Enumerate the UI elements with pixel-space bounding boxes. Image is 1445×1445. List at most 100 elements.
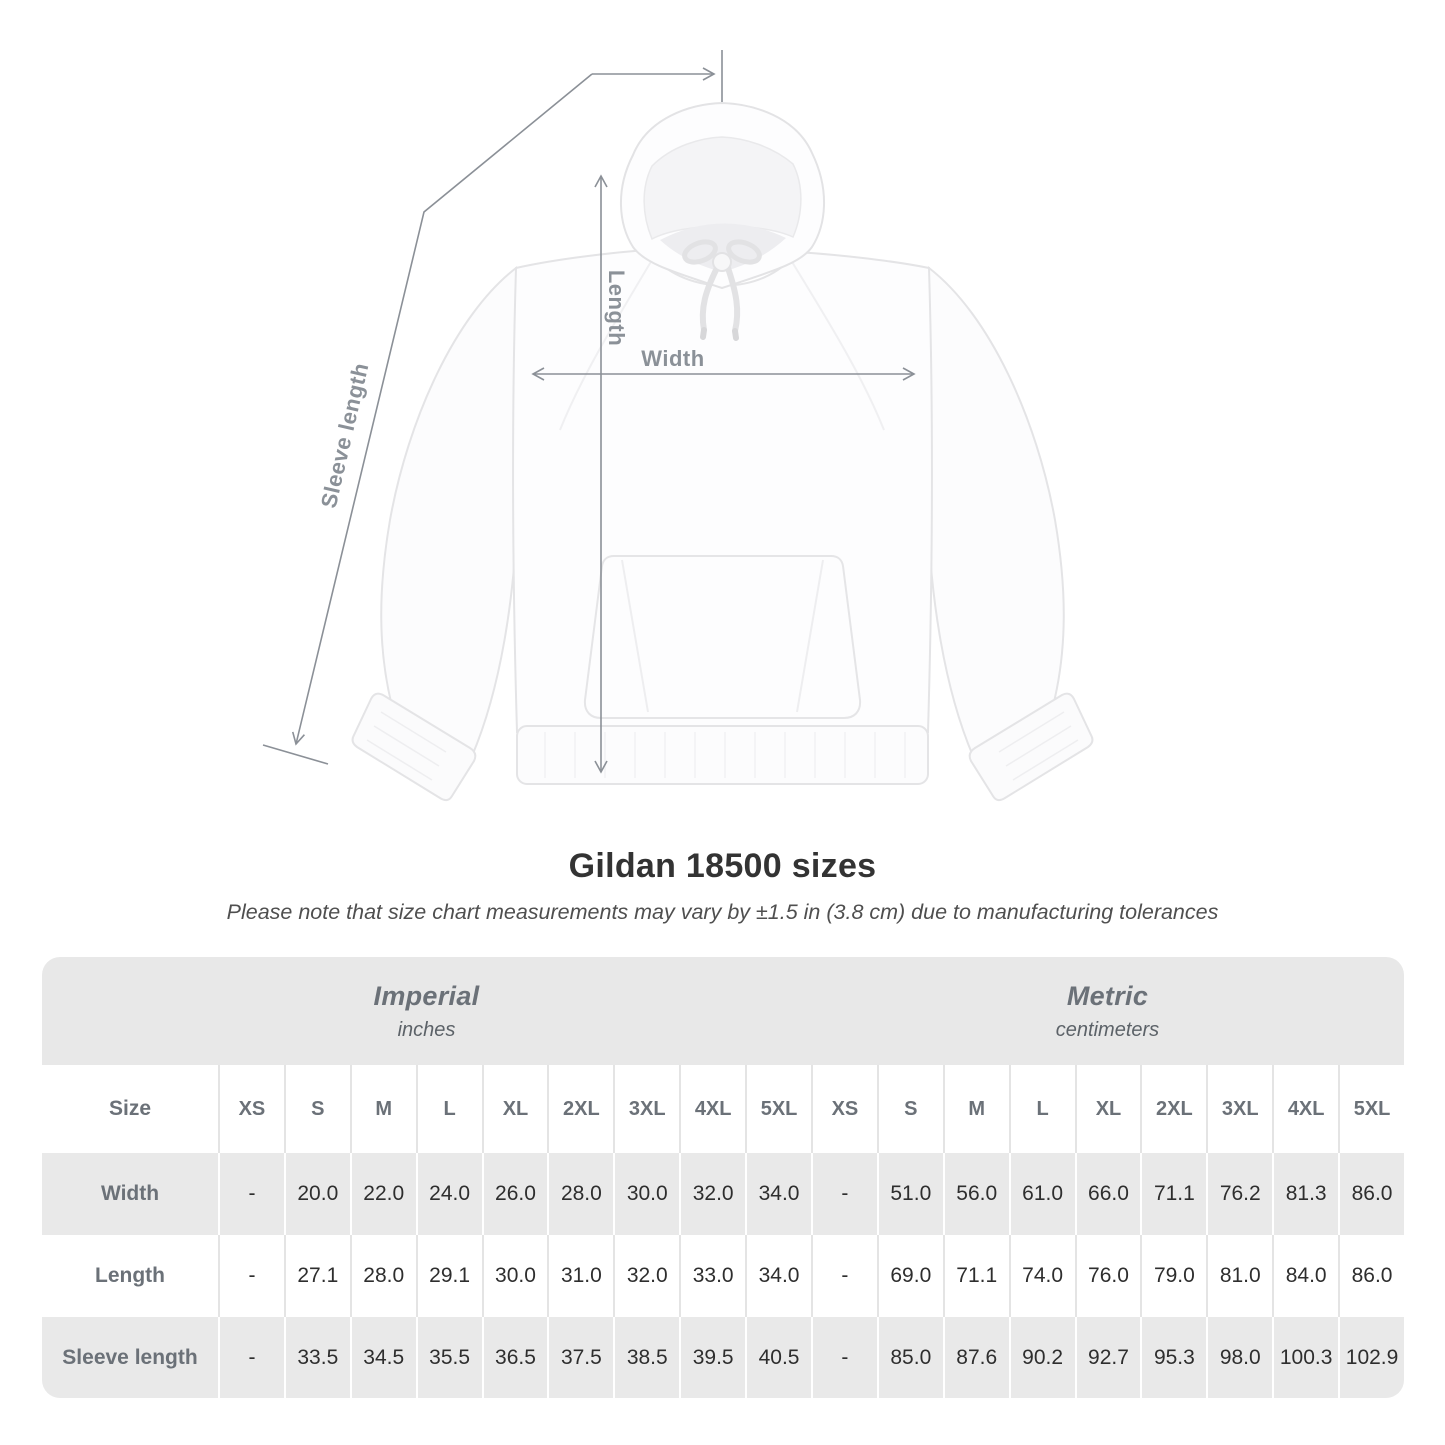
value-cell: 34.0: [745, 1153, 811, 1235]
value-cell: 35.5: [415, 1317, 482, 1398]
unit-groups-header: Imperial inches Metric centimeters: [42, 957, 1404, 1065]
value-cell: 40.5: [745, 1317, 811, 1398]
hoodie-measurement-diagram: Length Width Sleeve length: [262, 50, 1094, 802]
value-cell: 28.0: [547, 1153, 614, 1235]
hoodie-right-sleeve: [926, 266, 1065, 758]
value-cell: 32.0: [679, 1153, 746, 1235]
value-cell: 30.0: [613, 1153, 680, 1235]
value-cell: 39.5: [679, 1317, 746, 1398]
value-cell: 33.5: [283, 1317, 350, 1398]
value-cell: 24.0: [415, 1153, 482, 1235]
value-cell: 31.0: [547, 1235, 614, 1317]
value-cell: 56.0: [942, 1153, 1009, 1235]
value-cell: 95.3: [1140, 1317, 1207, 1398]
imperial-unit-label: inches: [397, 1018, 456, 1041]
right-shoulder-seam: [788, 256, 885, 431]
size-column-header: XS: [810, 1065, 877, 1153]
value-cell: 86.0: [1338, 1153, 1404, 1235]
value-cell: 76.0: [1074, 1235, 1141, 1317]
value-cell: 71.1: [942, 1235, 1009, 1317]
hoodie-hem-band: [516, 725, 929, 785]
metric-unit-label: centimeters: [1055, 1018, 1160, 1041]
width-measure-label: Width: [641, 346, 704, 371]
size-column-header: M: [349, 1065, 416, 1153]
size-column-header: L: [415, 1065, 482, 1153]
value-cell: 66.0: [1074, 1153, 1141, 1235]
value-cell: 98.0: [1206, 1317, 1273, 1398]
value-cell: 33.0: [679, 1235, 746, 1317]
value-cell: 20.0: [283, 1153, 350, 1235]
hoodie-drawstrings: [682, 239, 762, 341]
value-cell: 61.0: [1008, 1153, 1075, 1235]
value-cell: -: [810, 1153, 877, 1235]
tolerance-note: Please note that size chart measurements…: [226, 900, 1219, 924]
page-title: Gildan 18500 sizes: [568, 847, 877, 885]
value-cell: -: [218, 1235, 284, 1317]
pocket-left-opening-seam: [621, 559, 649, 713]
value-cell: 32.0: [613, 1235, 680, 1317]
measurement-arrows: [262, 50, 916, 774]
hoodie-left-cuff: [351, 692, 477, 802]
value-cell: 102.9: [1338, 1317, 1404, 1398]
size-column-header: 5XL: [745, 1065, 811, 1153]
pocket-right-opening-seam: [796, 559, 824, 713]
hoodie-left-sleeve: [380, 266, 519, 758]
value-cell: 51.0: [876, 1153, 943, 1235]
value-cell: 100.3: [1272, 1317, 1339, 1398]
hoodie-right-cuff: [968, 692, 1094, 802]
value-cell: 92.7: [1074, 1317, 1141, 1398]
sleeve-bottom-tick: [262, 744, 329, 765]
row-label: Sleeve length: [42, 1317, 218, 1398]
sleeve-length-line: [291, 73, 593, 746]
value-cell: 84.0: [1272, 1235, 1339, 1317]
size-column-header: M: [942, 1065, 1009, 1153]
value-cell: 38.5: [613, 1317, 680, 1398]
value-cell: 26.0: [481, 1153, 548, 1235]
size-corner-header: Size: [42, 1065, 218, 1153]
size-column-header: S: [876, 1065, 943, 1153]
row-label: Length: [42, 1235, 218, 1317]
left-cuff-ribbing: [366, 711, 447, 781]
value-cell: -: [810, 1235, 877, 1317]
value-cell: 22.0: [349, 1153, 416, 1235]
metric-label: Metric: [1066, 980, 1149, 1011]
value-cell: 85.0: [876, 1317, 943, 1398]
hoodie-illustration: [351, 101, 1094, 802]
metric-group-header: Metric centimeters: [811, 957, 1404, 1065]
value-cell: 29.1: [415, 1235, 482, 1317]
size-chart-table: Imperial inches Metric centimeters Size X…: [42, 957, 1404, 1398]
size-column-header: S: [283, 1065, 350, 1153]
value-cell: 87.6: [942, 1317, 1009, 1398]
value-cell: 81.0: [1206, 1235, 1273, 1317]
imperial-label: Imperial: [373, 980, 480, 1011]
imperial-group-header: Imperial inches: [42, 957, 811, 1065]
value-cell: 74.0: [1008, 1235, 1075, 1317]
value-cell: 30.0: [481, 1235, 548, 1317]
value-cell: 34.0: [745, 1235, 811, 1317]
length-measure-label: Length: [604, 270, 629, 346]
right-cuff-ribbing: [998, 711, 1079, 781]
value-cell: 79.0: [1140, 1235, 1207, 1317]
value-cell: -: [218, 1153, 284, 1235]
row-label: Width: [42, 1153, 218, 1235]
size-column-header: L: [1008, 1065, 1075, 1153]
size-column-header: 5XL: [1338, 1065, 1404, 1153]
size-column-header: 4XL: [1272, 1065, 1339, 1153]
size-column-header: 3XL: [1206, 1065, 1273, 1153]
size-column-header: 2XL: [547, 1065, 614, 1153]
size-column-header: XS: [218, 1065, 284, 1153]
value-cell: 69.0: [876, 1235, 943, 1317]
size-column-header: 2XL: [1140, 1065, 1207, 1153]
value-cell: 37.5: [547, 1317, 614, 1398]
value-cell: 76.2: [1206, 1153, 1273, 1235]
size-column-header: XL: [1074, 1065, 1141, 1153]
value-cell: 27.1: [283, 1235, 350, 1317]
size-column-header: XL: [481, 1065, 548, 1153]
value-cell: 34.5: [349, 1317, 416, 1398]
value-cell: -: [218, 1317, 284, 1398]
size-column-header: 4XL: [679, 1065, 746, 1153]
value-cell: 36.5: [481, 1317, 548, 1398]
value-cell: -: [810, 1317, 877, 1398]
size-column-header: 3XL: [613, 1065, 680, 1153]
